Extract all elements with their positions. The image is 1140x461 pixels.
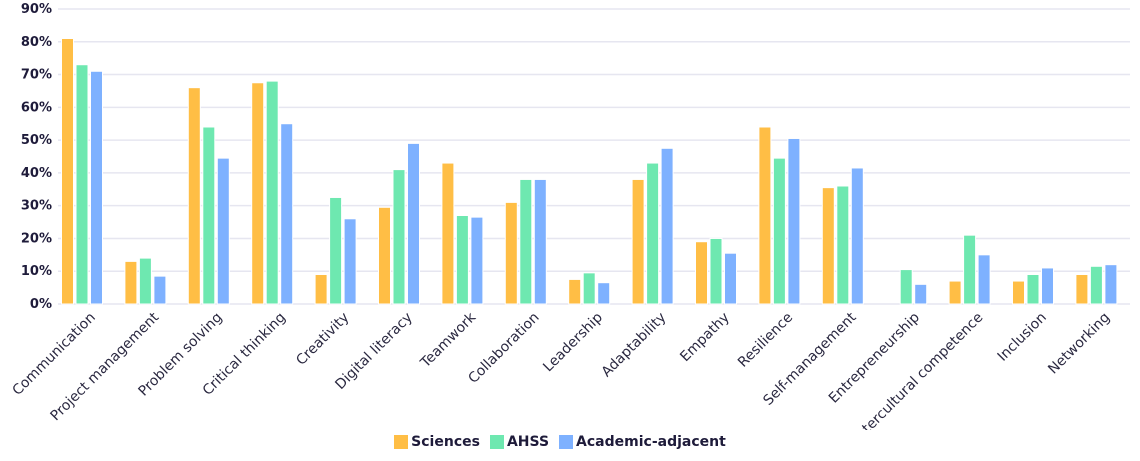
bar-ahss (75, 64, 89, 305)
bar-sciences (1012, 280, 1025, 305)
legend-label: Academic-adjacent (576, 434, 726, 450)
bar-academic-adjacent (850, 167, 864, 305)
legend-item[interactable]: Sciences (394, 434, 480, 450)
y-tick-label: 70% (21, 68, 52, 83)
legend-swatch (489, 435, 504, 449)
x-tick-label: Resilience (735, 310, 796, 371)
bar-sciences (568, 278, 582, 305)
legend-item[interactable]: AHSS (489, 434, 550, 450)
y-tick-label: 20% (21, 231, 52, 246)
bar-academic-adjacent (280, 123, 294, 305)
legend: Sciences AHSS Academic-adjacent (0, 434, 1120, 450)
y-tick-label: 40% (21, 166, 52, 181)
y-tick-label: 60% (21, 100, 52, 115)
bar-ahss (202, 126, 216, 305)
bar-sciences (124, 260, 138, 305)
legend-item[interactable]: Academic-adjacent (559, 434, 726, 450)
bar-academic-adjacent (470, 216, 484, 305)
bar-sciences (631, 178, 645, 305)
y-tick-label: 80% (21, 35, 52, 50)
x-tick-label: Networking (1045, 310, 1113, 378)
bar-sciences (251, 82, 265, 305)
bar-ahss (329, 196, 343, 305)
bar-ahss (582, 272, 596, 305)
bar-academic-adjacent (787, 137, 801, 305)
legend-swatch (559, 435, 574, 449)
bar-academic-adjacent (90, 70, 103, 305)
bar-academic-adjacent (407, 142, 420, 305)
bar-sciences (758, 126, 772, 305)
bar-sciences (378, 206, 391, 305)
bar-ahss (392, 169, 406, 305)
bar-ahss (899, 269, 913, 305)
bar-ahss (265, 80, 279, 305)
bar-ahss (138, 257, 152, 305)
bar-ahss (646, 162, 660, 305)
bar-sciences (948, 280, 962, 305)
bar-ahss (963, 234, 977, 305)
y-tick-label: 50% (21, 133, 52, 148)
bar-academic-adjacent (597, 282, 611, 305)
bar-academic-adjacent (153, 275, 167, 305)
legend-swatch (394, 435, 409, 449)
bar-sciences (61, 38, 74, 305)
x-tick-label: Project management (48, 309, 163, 424)
bar-sciences (695, 241, 708, 305)
y-tick-label: 90% (21, 2, 52, 17)
bar-ahss (836, 185, 850, 305)
y-tick-label: 10% (21, 264, 52, 279)
bar-academic-adjacent (660, 147, 674, 305)
bar-academic-adjacent (724, 252, 737, 305)
x-tick-label: Empathy (677, 310, 733, 366)
bar-ahss (1026, 274, 1040, 305)
bar-sciences (1075, 274, 1089, 305)
bar-academic-adjacent (533, 178, 547, 305)
x-tick-label: Teamwork (417, 309, 480, 372)
bar-sciences (821, 187, 835, 305)
bar-academic-adjacent (1041, 267, 1054, 305)
x-tick-label: Creativity (293, 310, 352, 369)
bar-ahss (519, 178, 533, 305)
bar-sciences (314, 274, 328, 305)
y-tick-label: 30% (21, 199, 52, 214)
bar-sciences (441, 162, 455, 305)
bar-sciences (187, 87, 201, 305)
y-tick-label: 0% (30, 297, 52, 312)
bar-academic-adjacent (1104, 264, 1118, 305)
bar-academic-adjacent (914, 283, 928, 305)
bar-ahss (1089, 265, 1103, 305)
bar-ahss (772, 157, 786, 305)
legend-label: Sciences (411, 434, 480, 450)
x-tick-label: Adaptability (599, 310, 670, 381)
bar-academic-adjacent (216, 157, 230, 305)
bar-chart: 0%10%20%30%40%50%60%70%80%90%Communicati… (9, 2, 1130, 430)
bar-sciences (504, 201, 518, 305)
bar-ahss (455, 215, 469, 305)
x-tick-label: Leadership (540, 309, 606, 375)
bar-academic-adjacent (343, 218, 357, 305)
bar-ahss (709, 237, 723, 305)
x-tick-label: Inclusion (995, 310, 1050, 365)
legend-label: AHSS (506, 434, 550, 450)
bar-academic-adjacent (977, 254, 991, 305)
